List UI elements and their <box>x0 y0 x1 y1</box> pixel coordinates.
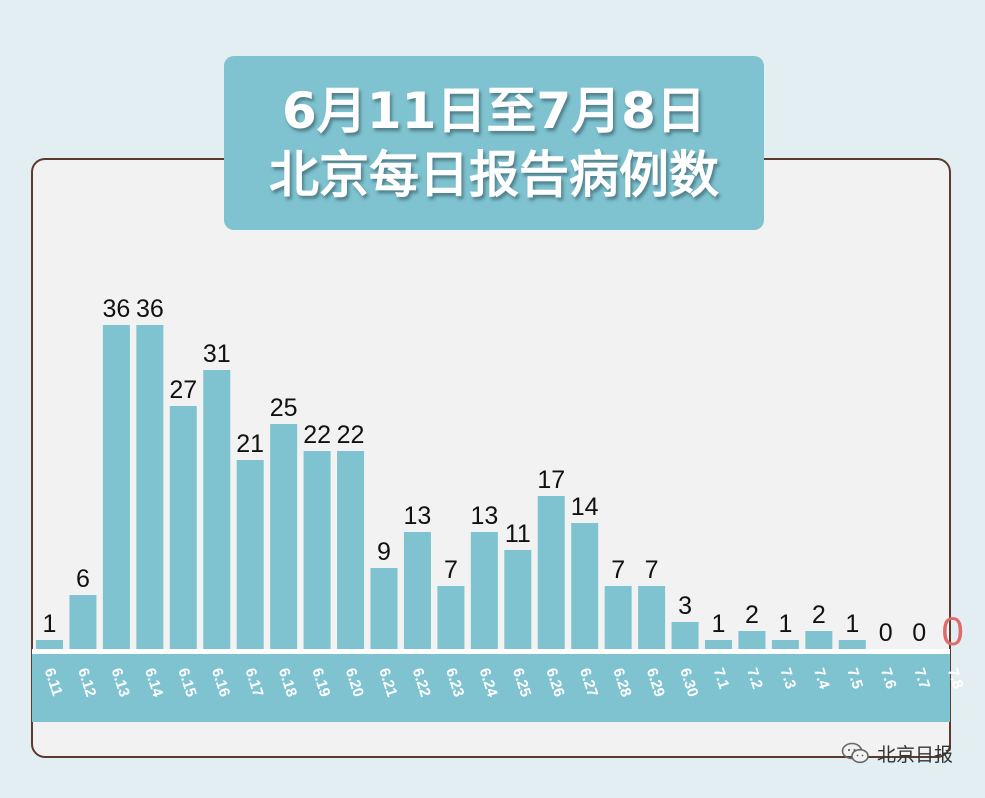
value-label: 31 <box>203 340 231 368</box>
bar <box>504 550 532 649</box>
value-label: 36 <box>102 295 130 323</box>
watermark-text: 北京日报 <box>876 743 953 766</box>
value-label: 2 <box>745 601 759 629</box>
value-label: 1 <box>778 610 792 638</box>
value-label: 6 <box>76 565 90 593</box>
bar <box>671 622 699 649</box>
value-label: 3 <box>678 592 692 620</box>
bar <box>203 370 231 649</box>
value-label: 25 <box>270 394 298 422</box>
watermark: 北京日报 <box>841 740 953 766</box>
value-label: 27 <box>169 376 197 404</box>
value-label: 22 <box>303 421 331 449</box>
value-label: 0 <box>912 619 926 647</box>
x-tick-label: 7.3 <box>777 666 800 691</box>
bar <box>270 424 298 649</box>
bar <box>838 640 866 649</box>
value-label: 11 <box>505 520 531 548</box>
bar <box>236 460 264 649</box>
title-line-1: 6月11日至7月8日 <box>282 82 706 140</box>
bar <box>102 325 130 649</box>
value-label: 1 <box>712 610 726 638</box>
value-label: 0 <box>879 619 893 647</box>
value-label: 21 <box>236 430 264 458</box>
value-label: 36 <box>136 295 164 323</box>
bar <box>470 532 498 649</box>
bar <box>337 451 365 649</box>
value-label: 1 <box>43 610 57 638</box>
bar <box>705 640 732 649</box>
bar <box>69 595 97 649</box>
value-label: 7 <box>611 556 625 584</box>
x-axis-band <box>32 654 950 722</box>
value-label: 9 <box>377 538 391 566</box>
bar <box>638 586 666 649</box>
bar <box>303 451 331 649</box>
x-tick-label: 7.7 <box>910 666 933 691</box>
bar <box>571 523 599 649</box>
baseline <box>32 649 950 654</box>
value-label: 13 <box>404 502 432 530</box>
value-label: 1 <box>845 610 859 638</box>
x-tick-label: 7.1 <box>710 666 733 691</box>
title-banner: 6月11日至7月8日 北京每日报告病例数 <box>224 56 764 230</box>
x-tick-label: 7.4 <box>810 666 833 692</box>
bar <box>537 496 565 649</box>
title-line-2: 北京每日报告病例数 <box>269 146 719 204</box>
bar <box>370 568 398 649</box>
bar <box>604 586 632 649</box>
value-label: 2 <box>812 601 826 629</box>
value-label: 17 <box>537 466 565 494</box>
bar <box>771 640 799 649</box>
value-label: 14 <box>571 493 599 521</box>
x-tick-label: 7.6 <box>877 666 900 691</box>
value-label: 13 <box>470 502 498 530</box>
bar <box>169 406 197 649</box>
bar <box>136 325 164 649</box>
value-label: 7 <box>645 556 659 584</box>
bar <box>437 586 465 649</box>
bar <box>36 640 63 649</box>
bar <box>403 532 431 649</box>
value-label: 0 <box>942 610 964 654</box>
bar <box>738 631 766 649</box>
x-tick-label: 7.5 <box>843 666 866 691</box>
x-tick-label: 7.2 <box>743 666 766 691</box>
value-label: 22 <box>337 421 365 449</box>
x-tick-label: 7.8 <box>944 666 967 691</box>
value-label: 7 <box>444 556 458 584</box>
bar <box>805 631 833 649</box>
wechat-icon <box>841 742 869 764</box>
